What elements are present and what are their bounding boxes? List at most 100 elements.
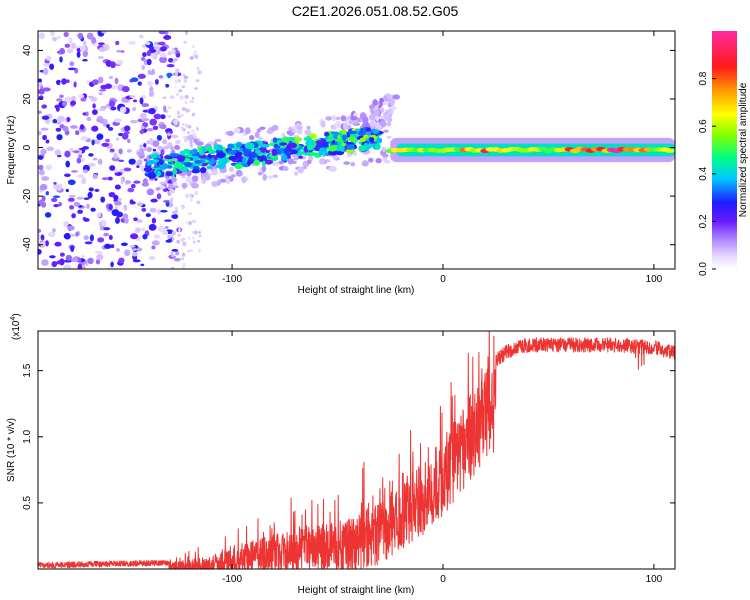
noise-cell — [160, 114, 166, 120]
noise-cell — [41, 195, 46, 202]
noise-cell — [78, 154, 83, 159]
halo-cell — [383, 129, 389, 133]
cluster-cell — [164, 155, 174, 160]
noise-cell — [63, 31, 69, 38]
noise-cell — [41, 176, 50, 181]
cluster-cell — [242, 157, 247, 164]
noise-cell — [93, 157, 98, 161]
noise-cell — [167, 132, 171, 137]
noise-cell — [166, 72, 173, 77]
noise-cell — [49, 63, 55, 70]
noise-cell — [59, 56, 63, 63]
noise-cell — [101, 142, 110, 147]
noise-cell — [110, 106, 117, 111]
noise-cell — [183, 40, 187, 45]
noise-cell — [174, 214, 178, 219]
cluster-cell — [279, 142, 288, 146]
noise-cell — [185, 221, 189, 225]
x-tick-label: 0 — [440, 274, 446, 285]
noise-cell — [77, 209, 83, 214]
noise-cell — [191, 96, 195, 101]
noise-cell — [189, 193, 193, 198]
noise-cell — [132, 99, 138, 103]
noise-cell — [38, 248, 42, 255]
noise-cell — [167, 234, 172, 240]
noise-cell — [160, 46, 167, 52]
noise-cell — [80, 136, 88, 141]
halo-cell — [181, 182, 188, 189]
halo-cell — [296, 129, 303, 135]
noise-cell — [69, 61, 75, 67]
noise-cell — [185, 123, 189, 128]
noise-cell — [94, 188, 100, 193]
noise-cell — [38, 88, 45, 95]
noise-cell — [165, 83, 170, 88]
noise-cell — [198, 234, 202, 238]
noise-cell — [194, 87, 198, 90]
noise-cell — [56, 35, 61, 40]
noise-cell — [84, 241, 93, 245]
noise-cell — [136, 165, 140, 168]
branch-cell — [383, 94, 388, 102]
cluster-cell — [328, 145, 337, 152]
noise-cell — [55, 106, 60, 112]
colorbar-label: Normalized spectral amplitude — [738, 82, 749, 217]
noise-cell — [124, 249, 131, 257]
noise-cell — [156, 50, 161, 55]
halo-cell — [381, 146, 386, 152]
noise-cell — [179, 95, 184, 100]
noise-cell — [123, 204, 128, 211]
noise-cell — [124, 217, 129, 224]
halo-cell — [261, 165, 267, 172]
noise-cell — [181, 122, 185, 126]
noise-cell — [51, 36, 58, 42]
x-tick-label: 100 — [646, 574, 663, 585]
cluster-cell — [306, 144, 314, 151]
halo-cell — [375, 158, 382, 164]
noise-cell — [139, 97, 144, 105]
halo-cell — [161, 139, 168, 145]
noise-cell — [109, 61, 116, 69]
cluster-cell — [260, 145, 267, 153]
noise-cell — [104, 243, 112, 249]
noise-cell — [114, 200, 122, 206]
noise-cell — [162, 200, 171, 203]
noise-cell — [157, 225, 166, 233]
noise-cell — [164, 219, 172, 222]
noise-cell — [140, 125, 145, 130]
noise-cell — [178, 89, 183, 92]
noise-cell — [97, 237, 105, 243]
noise-cell — [67, 225, 75, 231]
noise-cell — [94, 251, 103, 254]
halo-cell — [352, 152, 357, 156]
noise-cell — [187, 211, 193, 216]
noise-cell — [189, 249, 194, 252]
noise-cell — [155, 79, 159, 85]
noise-cell — [191, 112, 196, 117]
noise-cell — [81, 177, 87, 185]
noise-cell — [157, 208, 161, 215]
noise-cell — [121, 86, 130, 93]
cluster-cell — [346, 141, 354, 145]
noise-cell — [120, 242, 128, 247]
halo-cell — [297, 166, 304, 174]
cluster-cell — [359, 137, 367, 143]
noise-cell — [91, 139, 95, 146]
noise-cell — [192, 240, 196, 244]
cluster-cell — [365, 144, 370, 151]
cluster-cell — [178, 165, 189, 172]
noise-cell — [53, 182, 57, 185]
halo-cell — [361, 162, 369, 167]
cluster-cell — [234, 163, 243, 170]
y-tick-label: -20 — [22, 188, 33, 203]
noise-cell — [58, 183, 63, 187]
noise-cell — [169, 95, 175, 99]
halo-cell — [306, 159, 312, 165]
cluster-cell — [348, 136, 356, 142]
colorbar: 0.0 0.2 0.4 0.6 0.8 Normalized spectral ampl… — [698, 31, 749, 276]
halo-cell — [185, 176, 193, 183]
noise-cell — [176, 239, 180, 244]
noise-cell — [113, 169, 119, 173]
noise-cell — [76, 196, 84, 200]
cluster-cell — [281, 154, 288, 161]
